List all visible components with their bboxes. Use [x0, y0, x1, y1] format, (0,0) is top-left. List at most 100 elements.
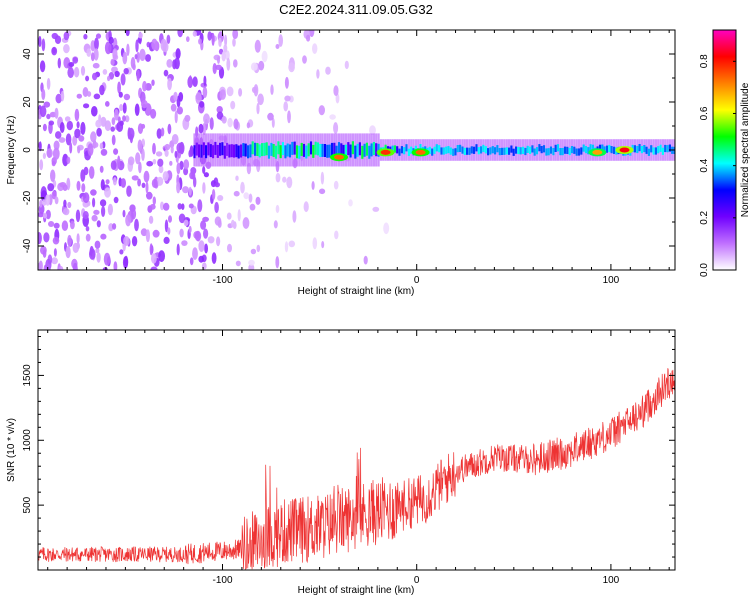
heatmap-speckle	[151, 178, 158, 188]
band-core	[195, 142, 198, 156]
heatmap-speckle	[83, 166, 89, 176]
snr-panel: -100 0 100 500 1000 1500 Height of straight l…	[6, 329, 676, 596]
heatmap-speckle	[92, 72, 98, 81]
heatmap-speckle	[312, 237, 318, 250]
heatmap-speckle	[203, 113, 210, 125]
band-core	[605, 145, 609, 153]
heatmap-speckle	[88, 166, 95, 179]
y-tick-label: -20	[22, 190, 33, 205]
heatmap-speckle	[43, 212, 47, 219]
heatmap-speckle	[104, 41, 112, 55]
snr-ylabel: SNR (10 * v/v)	[6, 418, 17, 482]
heatmap-speckle	[42, 249, 47, 258]
heatmap-speckle	[90, 52, 95, 62]
band-core	[428, 146, 431, 154]
band-core	[400, 146, 403, 154]
band-core	[466, 147, 469, 155]
heatmap-speckle	[52, 147, 60, 160]
band-core	[549, 146, 553, 154]
heatmap-speckle	[141, 100, 148, 109]
band-core	[454, 148, 457, 156]
spectrogram-ylabel: Frequency (Hz)	[6, 116, 17, 185]
heatmap-speckle	[70, 220, 75, 230]
heatmap-speckle	[51, 161, 56, 167]
band-core	[226, 142, 229, 156]
heatmap-speckle	[113, 196, 119, 204]
band-core	[365, 142, 368, 156]
heatmap-speckle	[202, 86, 208, 99]
heatmap-speckle	[309, 30, 315, 37]
chart-title: C2E2.2024.311.09.05.G32	[279, 2, 433, 17]
heatmap-speckle	[369, 125, 376, 136]
band-core	[212, 145, 215, 159]
heatmap-speckle	[64, 116, 71, 122]
heatmap-speckle	[166, 34, 171, 44]
band-core	[608, 144, 611, 153]
band-core	[370, 143, 373, 157]
colorbar-tick-label: 0.6	[699, 106, 710, 120]
heatmap-speckle	[258, 60, 265, 71]
heatmap-speckle	[85, 75, 90, 82]
colorbar-tick-label: 0.8	[699, 54, 710, 68]
heatmap-speckle	[194, 230, 202, 242]
spectrogram-panel: -100 0 100 -40 -20 0 20 40 Height of straight l…	[6, 29, 676, 297]
x-tick-label: 100	[603, 275, 620, 286]
band-core	[288, 144, 292, 158]
heatmap-speckle	[114, 70, 120, 78]
band-core	[286, 143, 289, 157]
heatmap-speckle	[233, 190, 240, 197]
heatmap-speckle	[42, 199, 47, 206]
heatmap-speckle	[100, 179, 105, 191]
band-core	[633, 145, 636, 153]
heatmap-speckle	[38, 141, 42, 152]
heatmap-speckle	[136, 69, 140, 82]
heatmap-speckle	[186, 36, 190, 42]
band-core	[337, 142, 341, 156]
band-core	[368, 145, 371, 159]
band-core	[284, 145, 287, 159]
band-core	[647, 148, 650, 156]
heatmap-speckle	[162, 171, 169, 182]
band-core	[668, 144, 671, 152]
heatmap-speckle	[240, 181, 245, 194]
heatmap-speckle	[107, 203, 113, 216]
heatmap-speckle	[256, 244, 261, 253]
heatmap-speckle	[214, 182, 220, 188]
band-core	[473, 146, 476, 154]
heatmap-speckle	[275, 204, 280, 214]
heatmap-speckle	[306, 34, 311, 42]
heatmap-speckle	[171, 134, 179, 145]
band-core	[242, 143, 245, 157]
heatmap-speckle	[41, 38, 46, 52]
heatmap-speckle	[200, 220, 207, 230]
band-core	[459, 144, 462, 152]
band-core	[403, 147, 406, 155]
heatmap-speckle	[82, 192, 90, 204]
band-core	[452, 148, 455, 156]
heatmap-speckle	[129, 133, 133, 144]
x-tick-label: -100	[212, 575, 232, 586]
band-core	[281, 142, 285, 156]
heatmap-speckle	[225, 50, 230, 61]
band-core	[274, 145, 278, 159]
heatmap-speckle	[195, 92, 202, 105]
heatmap-speckle	[250, 248, 257, 255]
heatmap-speckle	[183, 219, 189, 227]
heatmap-speckle	[87, 91, 92, 97]
heatmap-speckle	[142, 80, 147, 92]
band-core	[566, 146, 569, 154]
heatmap-speckle	[87, 143, 94, 157]
heatmap-speckle	[189, 171, 195, 180]
heatmap-speckle	[48, 120, 55, 126]
heatmap-speckle	[117, 81, 121, 94]
peak-core	[334, 154, 345, 160]
heatmap-speckle	[242, 217, 250, 229]
heatmap-speckle	[131, 236, 138, 247]
heatmap-speckle	[137, 178, 142, 187]
heatmap-speckle	[38, 212, 45, 218]
y-tick-label: 40	[22, 48, 33, 60]
band-core	[277, 141, 280, 155]
heatmap-speckle	[50, 169, 56, 182]
band-core	[654, 147, 657, 155]
band-core	[482, 144, 485, 152]
